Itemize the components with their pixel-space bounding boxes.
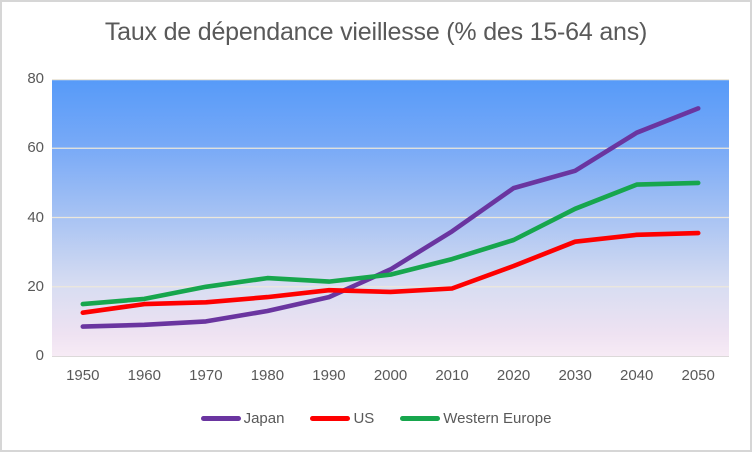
x-tick-label: 1970: [189, 367, 223, 384]
y-tick-label: 0: [35, 347, 44, 364]
y-tick-label: 80: [27, 70, 44, 87]
legend-swatch: [310, 416, 351, 421]
series-line-us: [80, 230, 701, 315]
x-tick-label: 1980: [250, 367, 285, 384]
x-tick-label: 2020: [496, 367, 531, 384]
x-tick-label: 2050: [681, 367, 715, 384]
plot-area: [52, 79, 729, 357]
legend-label: Japan: [243, 410, 285, 427]
legend: Japan US Western Europe: [2, 410, 750, 427]
x-tick-label: 2010: [435, 367, 469, 384]
legend-swatch: [200, 416, 241, 421]
chart-title: Taux de dépendance vieillesse (% des 15-…: [104, 18, 648, 46]
series-line-western-europe: [80, 180, 701, 307]
x-tick-label: 2040: [619, 367, 654, 384]
y-tick-label: 40: [27, 208, 44, 226]
legend-item-western-europe: Western Europe: [400, 410, 551, 427]
x-tick-label: 1950: [66, 367, 100, 384]
x-tick-label: 2000: [373, 367, 408, 384]
legend-label: US: [353, 410, 375, 427]
x-tick-label: 2030: [558, 367, 592, 384]
legend-item-japan: Japan: [200, 410, 285, 427]
y-tick-label: 20: [27, 277, 44, 295]
y-tick-label: 60: [27, 139, 44, 157]
legend-label: Western Europe: [443, 410, 552, 427]
x-tick-label: 1960: [127, 367, 161, 384]
legend-swatch: [400, 416, 441, 421]
series-line-japan: [80, 106, 701, 329]
legend-item-us: US: [310, 410, 374, 427]
plot-lines-svg: [52, 79, 729, 329]
x-tick-label: 1990: [312, 367, 346, 384]
